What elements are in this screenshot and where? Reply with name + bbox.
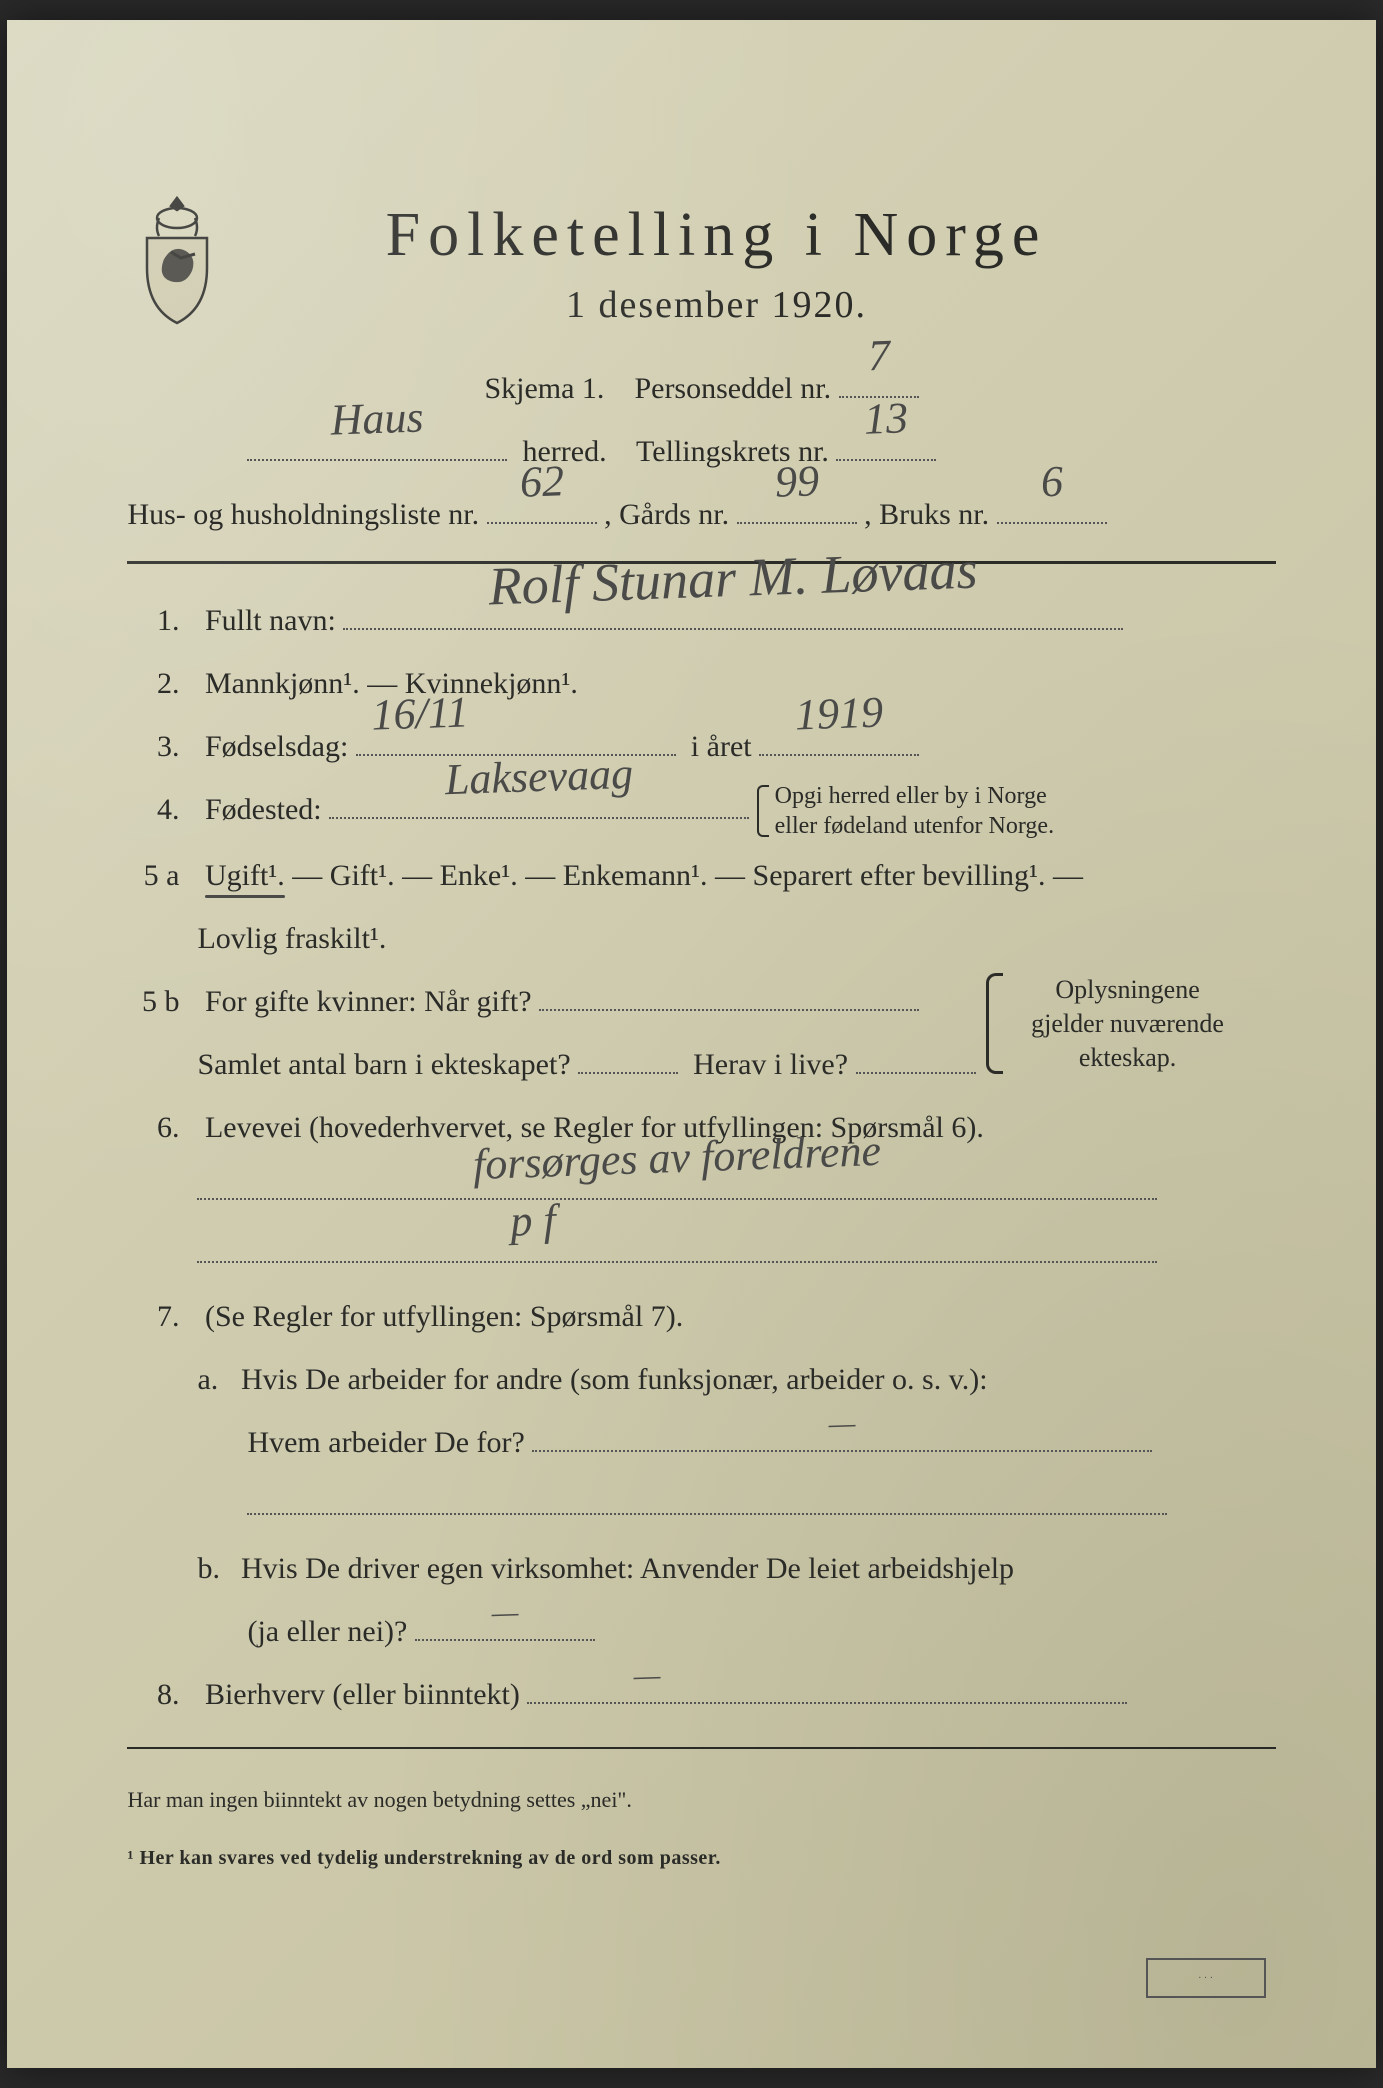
q4-num: 4. [127, 781, 179, 838]
q7b-l2: (ja eller nei)? — [127, 1603, 1275, 1660]
q5b-note3: ekteskap. [1079, 1043, 1176, 1072]
q7b-dash: — [491, 1584, 520, 1642]
q5a-label2: Lovlig fraskilt¹. [197, 922, 386, 955]
q7a-l1: a. Hvis De arbeider for andre (som funks… [127, 1351, 1275, 1408]
q6-ans2: p f [127, 1225, 1275, 1282]
q5a-2: Lovlig fraskilt¹. [127, 910, 1275, 967]
q6-num: 6. [127, 1099, 179, 1156]
q1-num: 1. [127, 592, 179, 649]
divider-bottom [127, 1747, 1275, 1749]
printer-stamp: · · · [1146, 1958, 1266, 1998]
q7: 7. (Se Regler for utfyllingen: Spørsmål … [127, 1288, 1275, 1345]
form-body: Skjema 1. Personseddel nr. 7 Haus herred… [127, 360, 1275, 1877]
q3-num: 3. [127, 718, 179, 775]
q4-note: Opgi herred eller by i Norge eller fødel… [757, 781, 1054, 841]
title-block: Folketelling i Norge 1 desember 1920. [257, 200, 1275, 327]
gaards-nr: 99 [773, 440, 820, 525]
husliste-nr: 62 [518, 440, 565, 525]
q7a-text2: Hvem arbeider De for? [247, 1426, 524, 1459]
q7b-num: b. [197, 1540, 233, 1597]
gaards-label: Gårds nr. [619, 498, 729, 531]
q5b-l2a: Samlet antal barn i ekteskapet? [197, 1048, 570, 1081]
q5b-l2: Samlet antal barn i ekteskapet? Herav i … [127, 1036, 975, 1093]
q7a-num: a. [197, 1351, 233, 1408]
herred-value: Haus [330, 376, 426, 463]
q5b-note1: Oplysningene [1055, 975, 1199, 1004]
q5b-l2b: Herav i live? [693, 1048, 848, 1081]
husliste-label: Hus- og husholdningsliste nr. [127, 498, 479, 531]
sub-title: 1 desember 1920. [257, 283, 1175, 327]
q3-year: 1919 [794, 671, 885, 758]
q4: 4. Fødested: Laksevaag Opgi herred eller… [127, 781, 1275, 841]
q1-label: Fullt navn: [205, 604, 336, 637]
q8-label: Bierhverv (eller biinntekt) [205, 1678, 520, 1711]
q5b-l1a: For gifte kvinner: Når gift? [205, 985, 532, 1018]
q7a-dash: — [828, 1395, 857, 1453]
main-title: Folketelling i Norge [257, 200, 1175, 271]
bruks-nr: 6 [1039, 440, 1064, 524]
tellingskrets-nr: 13 [863, 377, 910, 462]
coat-of-arms-icon [127, 190, 227, 330]
q4-note1: Opgi herred eller by i Norge [775, 783, 1047, 809]
census-form-page: Folketelling i Norge 1 desember 1920. Sk… [7, 20, 1375, 2068]
q5b: 5 b For gifte kvinner: Når gift? Samlet … [127, 973, 1275, 1093]
q7b-text2: (ja eller nei)? [247, 1615, 407, 1648]
q7-label: (Se Regler for utfyllingen: Spørsmål 7). [205, 1300, 683, 1333]
q5a-num: 5 a [127, 847, 179, 904]
q7a-l3 [127, 1477, 1275, 1534]
q5b-l1: 5 b For gifte kvinner: Når gift? [127, 973, 975, 1030]
footnote1: Har man ingen biinntekt av nogen betydni… [127, 1779, 1275, 1821]
skjema-label: Skjema 1. [484, 372, 604, 405]
q6-ans1: forsørges av foreldrene [127, 1162, 1275, 1219]
header: Folketelling i Norge 1 desember 1920. [127, 200, 1275, 330]
q3-label: Fødselsdag: [205, 730, 348, 763]
q2: 2. Mannkjønn¹. — Kvinnekjønn¹. [127, 655, 1275, 712]
q5a: 5 a Ugift¹. — Gift¹. — Enke¹. — Enkemann… [127, 847, 1275, 904]
q8-dash: — [633, 1647, 662, 1705]
q1: 1. Fullt navn: Rolf Stunar M. Løvaas [127, 592, 1275, 649]
q4-value: Laksevaag [444, 732, 635, 822]
q7-num: 7. [127, 1288, 179, 1345]
q3-mid: i året [691, 730, 752, 763]
q5b-num: 5 b [127, 973, 179, 1030]
q5b-note2: gjelder nuværende [1031, 1009, 1224, 1038]
q7b-text1: Hvis De driver egen virksomhet: Anvender… [241, 1552, 1014, 1585]
q4-note2: eller fødeland utenfor Norge. [775, 813, 1054, 839]
q7a-text1: Hvis De arbeider for andre (som funksjon… [241, 1363, 988, 1396]
q7b-l1: b. Hvis De driver egen virksomhet: Anven… [127, 1540, 1275, 1597]
q6-value2: p f [509, 1179, 557, 1264]
q8: 8. Bierhverv (eller biinntekt) — [127, 1666, 1275, 1723]
line-herred: Haus herred. Tellingskrets nr. 13 [127, 423, 1275, 480]
q7a-l2: Hvem arbeider De for? — [127, 1414, 1275, 1471]
q5a-label: Ugift¹. — Gift¹. — Enke¹. — Enkemann¹. —… [205, 859, 1083, 892]
q4-label: Fødested: [205, 793, 322, 826]
footnote2: ¹ Her kan svares ved tydelig understrekn… [127, 1839, 1275, 1877]
q5b-sidenote: Oplysningene gjelder nuværende ekteskap. [986, 973, 1246, 1074]
q8-num: 8. [127, 1666, 179, 1723]
q1-value: Rolf Stunar M. Løvaas [487, 519, 979, 639]
ugift-underline [205, 895, 285, 898]
personseddel-label: Personseddel nr. [634, 372, 831, 405]
q2-num: 2. [127, 655, 179, 712]
q3: 3. Fødselsdag: 16/11 i året 1919 [127, 718, 1275, 775]
line-skjema: Skjema 1. Personseddel nr. 7 [127, 360, 1275, 417]
